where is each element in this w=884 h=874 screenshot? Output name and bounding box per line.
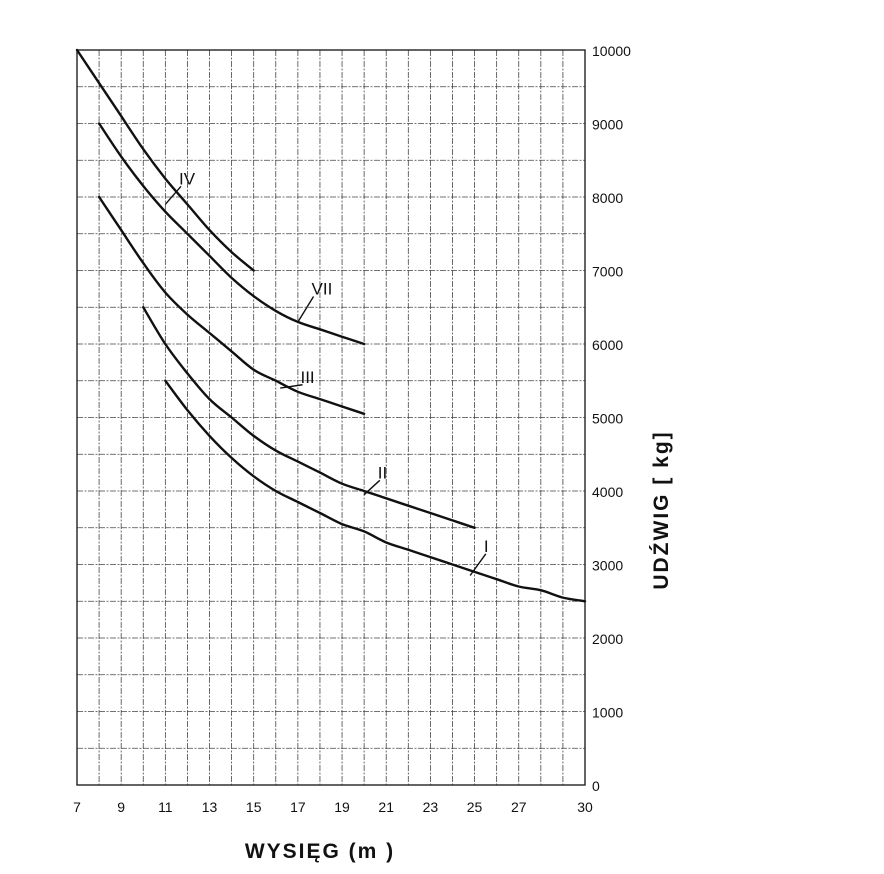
curve-vii bbox=[97, 122, 366, 346]
curve-i bbox=[164, 379, 587, 603]
x-axis-title: WYSIĘG (m ) bbox=[245, 840, 395, 863]
leader-line-i bbox=[469, 553, 487, 576]
y-tick-label: 8000 bbox=[592, 190, 623, 206]
y-tick-label: 7000 bbox=[592, 264, 623, 280]
x-tick-label: 15 bbox=[246, 799, 262, 815]
grid bbox=[76, 49, 586, 786]
x-tick-label: 11 bbox=[158, 799, 173, 815]
y-tick-label: 0 bbox=[592, 778, 600, 794]
leader-line-vii bbox=[297, 296, 315, 323]
x-tick-label: 30 bbox=[577, 799, 593, 815]
series-label-ii: II bbox=[378, 463, 387, 482]
load-curves bbox=[75, 48, 587, 603]
series-label-i: I bbox=[484, 537, 489, 556]
series-label-iii: III bbox=[300, 368, 314, 387]
y-tick-label: 4000 bbox=[592, 484, 623, 500]
plot-frame bbox=[76, 49, 586, 786]
y-tick-label: 9000 bbox=[592, 117, 623, 133]
x-tick-label: 7 bbox=[73, 799, 81, 815]
series-label-iv: IV bbox=[179, 169, 196, 188]
x-tick-label: 19 bbox=[334, 799, 350, 815]
series-label-vii: VII bbox=[312, 280, 333, 299]
leader-line-iii bbox=[280, 384, 303, 389]
x-tick-label: 9 bbox=[117, 799, 125, 815]
y-tick-label: 2000 bbox=[592, 631, 623, 647]
y-tick-label: 5000 bbox=[592, 411, 623, 427]
curve-ii bbox=[142, 306, 476, 529]
x-tick-label: 17 bbox=[290, 799, 306, 815]
y-axis-title: UDŹWIG [ kg] bbox=[650, 430, 673, 589]
y-tick-label: 1000 bbox=[592, 705, 623, 721]
leader-line-iv bbox=[164, 185, 182, 205]
x-axis-tick-labels: 7 9 11 13 15 17 19 21 23 25 27 30 bbox=[73, 799, 593, 815]
curve-iv bbox=[75, 48, 255, 272]
y-tick-label: 3000 bbox=[592, 558, 623, 574]
leader-line-ii bbox=[363, 479, 381, 496]
y-tick-label: 10000 bbox=[592, 43, 631, 59]
x-tick-label: 25 bbox=[467, 799, 483, 815]
x-tick-label: 13 bbox=[202, 799, 218, 815]
curve-iii bbox=[97, 195, 366, 415]
y-tick-label: 6000 bbox=[592, 337, 623, 353]
x-tick-label: 23 bbox=[423, 799, 439, 815]
y-axis-tick-labels: 0 1000 2000 3000 4000 5000 6000 7000 8000 9000 100… bbox=[592, 43, 631, 794]
x-tick-label: 27 bbox=[511, 799, 527, 815]
x-tick-label: 21 bbox=[378, 799, 394, 815]
